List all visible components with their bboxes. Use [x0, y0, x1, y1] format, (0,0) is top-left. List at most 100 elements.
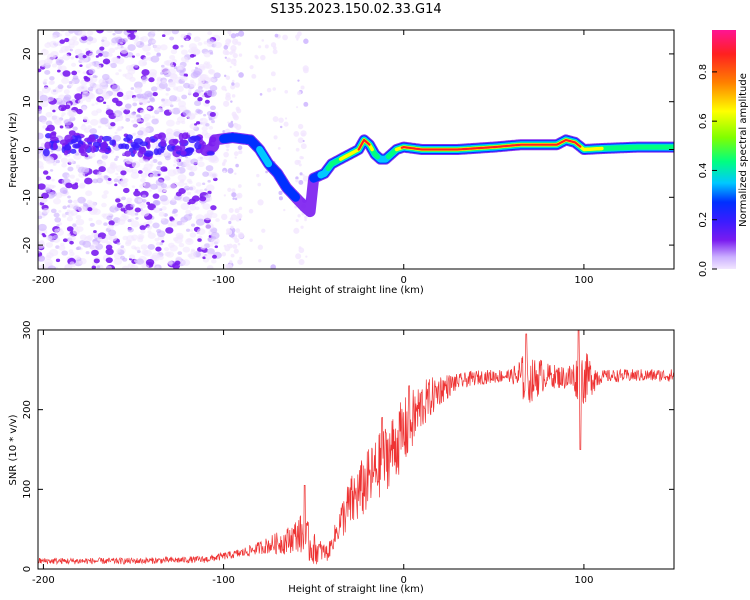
noise-blob [209, 85, 218, 92]
noise-blob [107, 52, 113, 57]
noise-blob [214, 41, 222, 49]
noise-blob [186, 112, 196, 120]
noise-blob [49, 104, 59, 112]
noise-blob [169, 95, 178, 102]
noise-blob [146, 201, 151, 205]
noise-blob [180, 202, 190, 210]
noise-blob [167, 169, 177, 177]
noise-blob [38, 255, 46, 262]
x-tick-label: 100 [574, 275, 593, 286]
noise-blob [215, 218, 220, 222]
noise-blob [180, 49, 188, 55]
noise-blob [178, 242, 185, 248]
ridge-blob [75, 135, 82, 143]
noise-blob [52, 162, 57, 166]
noise-blob [81, 106, 87, 111]
noise-blob [187, 130, 195, 136]
noise-blob [233, 248, 239, 254]
noise-blob [78, 30, 87, 38]
noise-blob [97, 125, 102, 129]
noise-blob [87, 36, 94, 42]
noise-blob [234, 82, 240, 88]
noise-blob [51, 178, 55, 182]
noise-blob [82, 116, 89, 121]
noise-blob [59, 125, 64, 129]
spectrogram-heatmap [38, 30, 674, 269]
noise-blob [106, 166, 116, 174]
noise-blob [91, 110, 99, 116]
x-tick-label: -100 [212, 575, 235, 586]
noise-blob [194, 112, 198, 116]
noise-blob [188, 180, 193, 185]
noise-blob [108, 47, 116, 54]
noise-blob [231, 82, 235, 86]
noise-blob [134, 212, 139, 216]
noise-blob [141, 194, 147, 199]
noise-blob [56, 224, 60, 227]
noise-blob [199, 117, 208, 125]
noise-blob [45, 127, 50, 132]
noise-blob [147, 43, 151, 47]
noise-blob [69, 174, 75, 179]
noise-blob [129, 158, 134, 163]
noise-blob [155, 241, 161, 246]
noise-blob [176, 85, 184, 93]
ridge-blob [206, 151, 215, 156]
x-tick-label: -200 [32, 575, 55, 586]
y-tick-label: -10 [22, 189, 33, 205]
noise-blob [209, 52, 214, 55]
noise-blob [63, 119, 72, 126]
noise-blob [117, 126, 123, 131]
noise-blob [186, 238, 192, 243]
noise-blob [134, 40, 141, 46]
noise-blob [101, 194, 108, 199]
noise-blob [278, 117, 284, 123]
noise-blob [223, 159, 227, 163]
noise-blob [152, 158, 158, 163]
noise-blob [232, 197, 235, 200]
snr-panel: -200 -100 0 100 0 100 200 300 Height of straigh… [8, 320, 675, 595]
noise-blob [73, 205, 79, 211]
noise-blob [75, 178, 80, 182]
noise-blob [202, 182, 206, 186]
noise-blob [76, 226, 84, 232]
noise-blob [125, 90, 134, 97]
noise-blob [62, 70, 71, 77]
noise-blob [188, 253, 197, 260]
noise-blob [201, 130, 209, 136]
noise-blob [167, 260, 173, 265]
noise-blob [111, 204, 116, 208]
noise-blob [203, 51, 211, 58]
noise-blob [221, 251, 227, 257]
noise-blob [235, 124, 242, 131]
noise-blob [74, 182, 78, 186]
noise-blob [228, 122, 234, 128]
noise-blob [205, 63, 213, 70]
noise-blob [85, 98, 92, 103]
noise-blob [155, 246, 162, 252]
ridge-blob [44, 141, 51, 150]
noise-blob [123, 215, 129, 220]
noise-blob [114, 183, 118, 187]
noise-blob [156, 230, 166, 238]
noise-blob [143, 163, 153, 171]
noise-blob [116, 91, 124, 97]
noise-blob [136, 250, 141, 254]
snr-ticks: -200 -100 0 100 0 100 200 300 [22, 320, 674, 586]
noise-blob [225, 38, 232, 45]
noise-blob [126, 51, 134, 58]
noise-blob [199, 196, 207, 202]
noise-blob [157, 161, 163, 166]
noise-blob [226, 57, 232, 63]
noise-blob [60, 114, 64, 118]
noise-blob [89, 83, 93, 87]
noise-blob [174, 236, 183, 244]
noise-blob [174, 260, 181, 266]
noise-blob [201, 126, 208, 132]
noise-blob [133, 81, 143, 89]
noise-blob [205, 165, 214, 172]
noise-blob [132, 102, 138, 107]
noise-blob [283, 208, 286, 212]
noise-blob [54, 228, 59, 233]
noise-blob [156, 52, 161, 56]
